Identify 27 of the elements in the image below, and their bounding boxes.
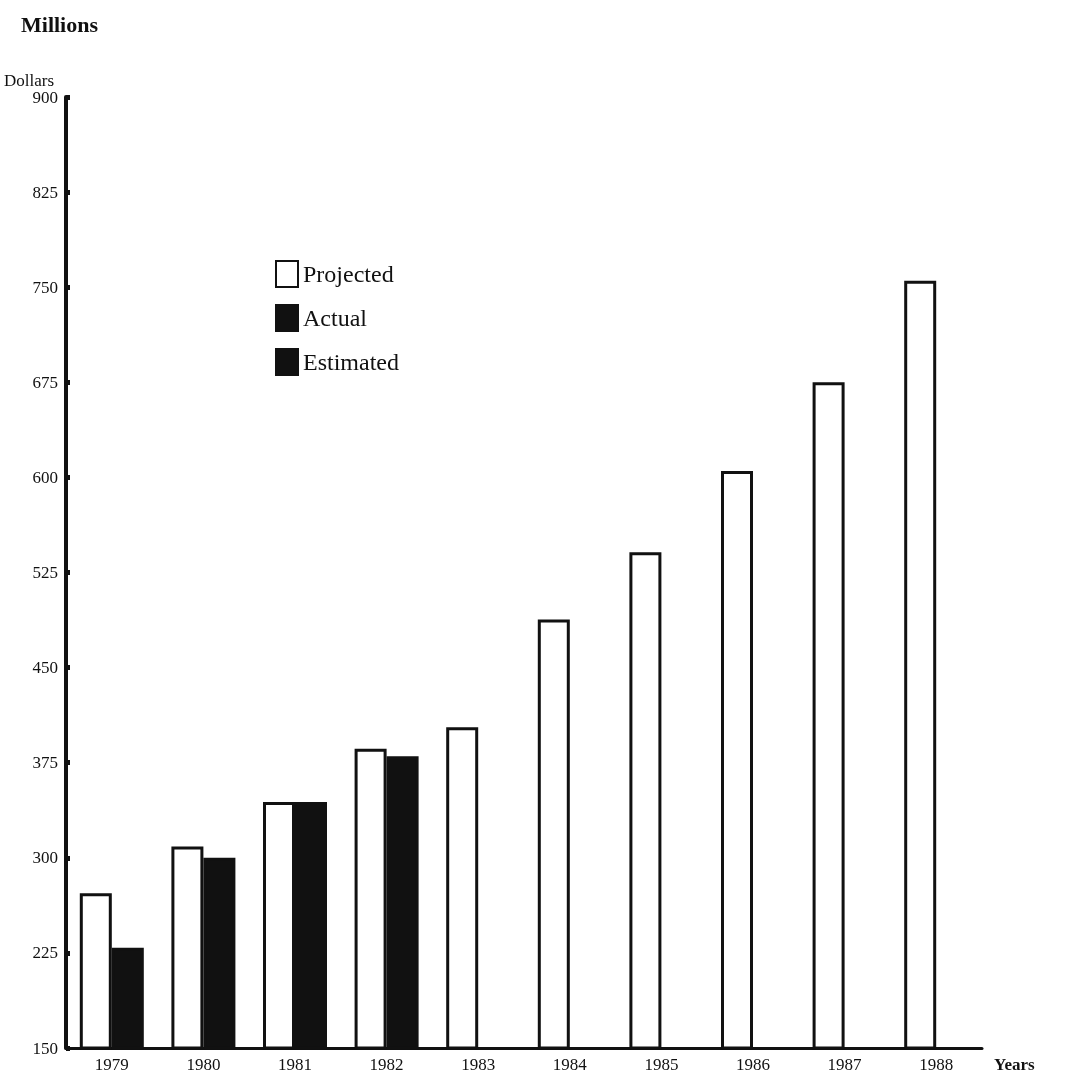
y-tick-label: 450 [32, 658, 58, 678]
x-tick-label: 1986 [736, 1055, 770, 1074]
x-tick-label: 1985 [644, 1055, 679, 1074]
y-tick-label: 375 [32, 753, 58, 773]
x-tick-label: 1983 [461, 1055, 496, 1074]
y-tick-label: 225 [32, 943, 58, 963]
x-axis-title: Years [994, 1055, 1035, 1074]
x-tick-label: 1987 [827, 1055, 863, 1074]
legend-label: Estimated [303, 349, 399, 375]
x-tick-label: 1981 [278, 1055, 312, 1074]
x-tick-label: 1982 [369, 1055, 404, 1074]
legend-label: Actual [303, 305, 368, 331]
chart-title: Millions [21, 11, 99, 37]
y-axis-title: Dollars [4, 70, 55, 90]
y-tick-label: 150 [32, 1038, 58, 1058]
y-tick-label: 675 [32, 372, 58, 392]
x-tick-label: 1984 [552, 1055, 588, 1074]
x-tick-label: 1980 [186, 1055, 221, 1074]
x-tick-label: 1988 [919, 1055, 954, 1074]
x-tick-label: 1979 [94, 1055, 129, 1074]
y-tick-label: 900 [32, 87, 58, 107]
y-tick-label: 525 [32, 563, 58, 582]
y-tick-label: 600 [32, 467, 58, 487]
y-tick-label: 825 [32, 182, 58, 202]
y-tick-label: 300 [32, 848, 58, 868]
legend-label: Projected [303, 261, 394, 287]
y-tick-label: 750 [32, 277, 58, 297]
